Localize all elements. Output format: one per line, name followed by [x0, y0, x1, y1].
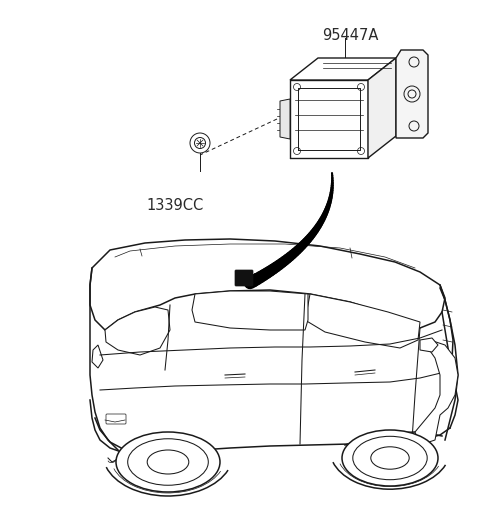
Polygon shape: [368, 58, 396, 158]
FancyBboxPatch shape: [235, 270, 253, 286]
Polygon shape: [280, 99, 290, 139]
Text: 1339CC: 1339CC: [146, 198, 204, 213]
Polygon shape: [290, 58, 396, 80]
Polygon shape: [90, 239, 445, 330]
Polygon shape: [415, 340, 458, 445]
Text: 95447A: 95447A: [322, 28, 378, 43]
Polygon shape: [396, 50, 428, 138]
Polygon shape: [420, 338, 438, 352]
Polygon shape: [192, 291, 308, 330]
Polygon shape: [305, 294, 420, 348]
Circle shape: [190, 133, 210, 153]
Ellipse shape: [116, 432, 220, 492]
Polygon shape: [105, 307, 170, 355]
Ellipse shape: [342, 430, 438, 486]
